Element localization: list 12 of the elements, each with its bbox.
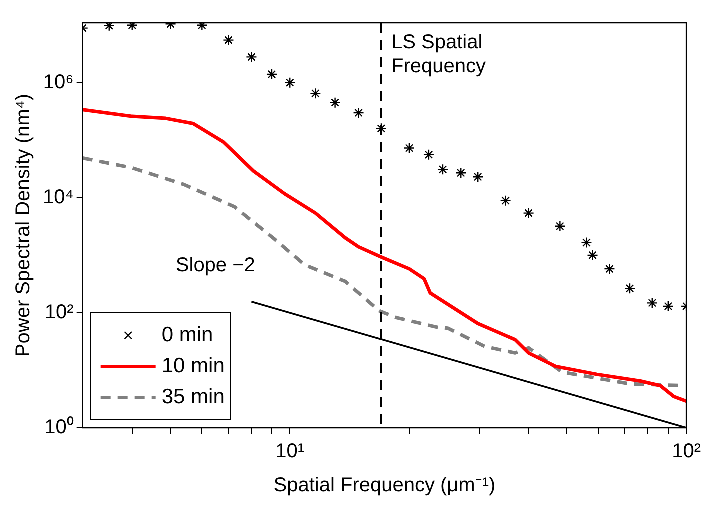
annotation: Slope −2 xyxy=(176,254,256,277)
y-tick-label: 10⁴ xyxy=(42,186,74,208)
legend-label: 0 min xyxy=(162,323,214,346)
y-tick-label: 10⁶ xyxy=(43,71,74,94)
y-axis-title: Power Spectral Density (nm⁴) xyxy=(12,94,35,358)
x-axis-title: Spatial Frequency (μm⁻¹) xyxy=(274,474,496,497)
y-tick-label: 10⁰ xyxy=(44,416,74,439)
x-tick-label: 10¹ xyxy=(276,440,305,463)
y-tick-label: 10² xyxy=(44,301,74,324)
legend-label: 35 min xyxy=(162,385,225,408)
ref-line-label: LS Spatial Frequency xyxy=(391,32,486,78)
legend-label: 10 min xyxy=(162,354,225,378)
